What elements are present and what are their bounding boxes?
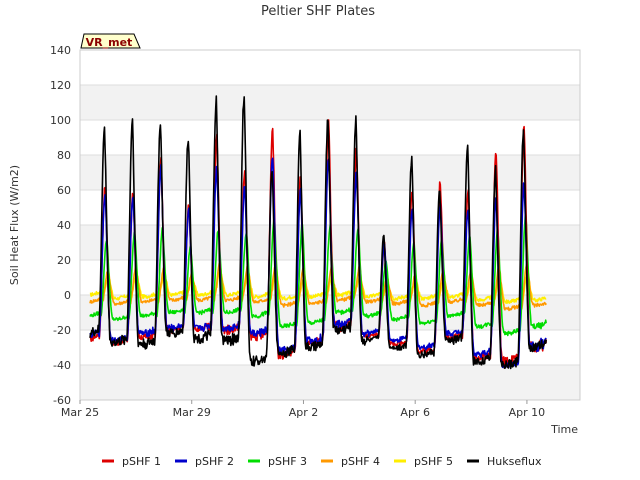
x-tick-label: Apr 6 bbox=[400, 406, 430, 419]
grid-band bbox=[80, 295, 580, 330]
y-tick-label: 0 bbox=[64, 289, 71, 302]
legend-label: pSHF 3 bbox=[268, 455, 307, 468]
legend-label: pSHF 5 bbox=[414, 455, 453, 468]
y-axis-label: Soil Heat Flux (W/m2) bbox=[8, 165, 21, 285]
legend: pSHF 1 pSHF 2 pSHF 3 pSHF 4 pSHF 5 Hukseflux bbox=[102, 455, 542, 468]
plot-frame bbox=[79, 49, 581, 401]
x-axis-label: Time bbox=[550, 423, 578, 436]
site-badge-label: VR_met bbox=[86, 36, 133, 49]
y-tick-labels: -60 -40 -20 0 20 40 60 80 100 120 140 bbox=[50, 44, 71, 407]
legend-label: pSHF 1 bbox=[122, 455, 161, 468]
y-tick-label: 140 bbox=[50, 44, 71, 57]
y-tick-label: -40 bbox=[53, 359, 71, 372]
x-tick-label: Apr 2 bbox=[289, 406, 319, 419]
y-tick-label: 120 bbox=[50, 79, 71, 92]
legend-label: Hukseflux bbox=[487, 455, 542, 468]
y-tick-label: 20 bbox=[57, 254, 71, 267]
series-layer bbox=[89, 95, 547, 370]
x-tick-labels: Mar 25 Mar 29 Apr 2 Apr 6 Apr 10 bbox=[61, 400, 545, 419]
y-tick-label: -60 bbox=[53, 394, 71, 407]
legend-label: pSHF 2 bbox=[195, 455, 234, 468]
y-tick-label: 60 bbox=[57, 184, 71, 197]
chart-title: Peltier SHF Plates bbox=[261, 4, 375, 19]
grid-band bbox=[80, 365, 580, 400]
y-tick-label: -20 bbox=[53, 324, 71, 337]
grid-band bbox=[80, 85, 580, 120]
x-tick-label: Mar 25 bbox=[61, 406, 99, 419]
series-line-hukseflux bbox=[89, 95, 547, 370]
y-tick-label: 100 bbox=[50, 114, 71, 127]
site-badge: VR_met bbox=[80, 33, 141, 49]
x-tick-label: Mar 29 bbox=[173, 406, 211, 419]
y-tick-label: 40 bbox=[57, 219, 71, 232]
legend-label: pSHF 4 bbox=[341, 455, 380, 468]
y-tick-label: 80 bbox=[57, 149, 71, 162]
x-tick-label: Apr 10 bbox=[509, 406, 546, 419]
site-badge-box bbox=[80, 33, 141, 49]
